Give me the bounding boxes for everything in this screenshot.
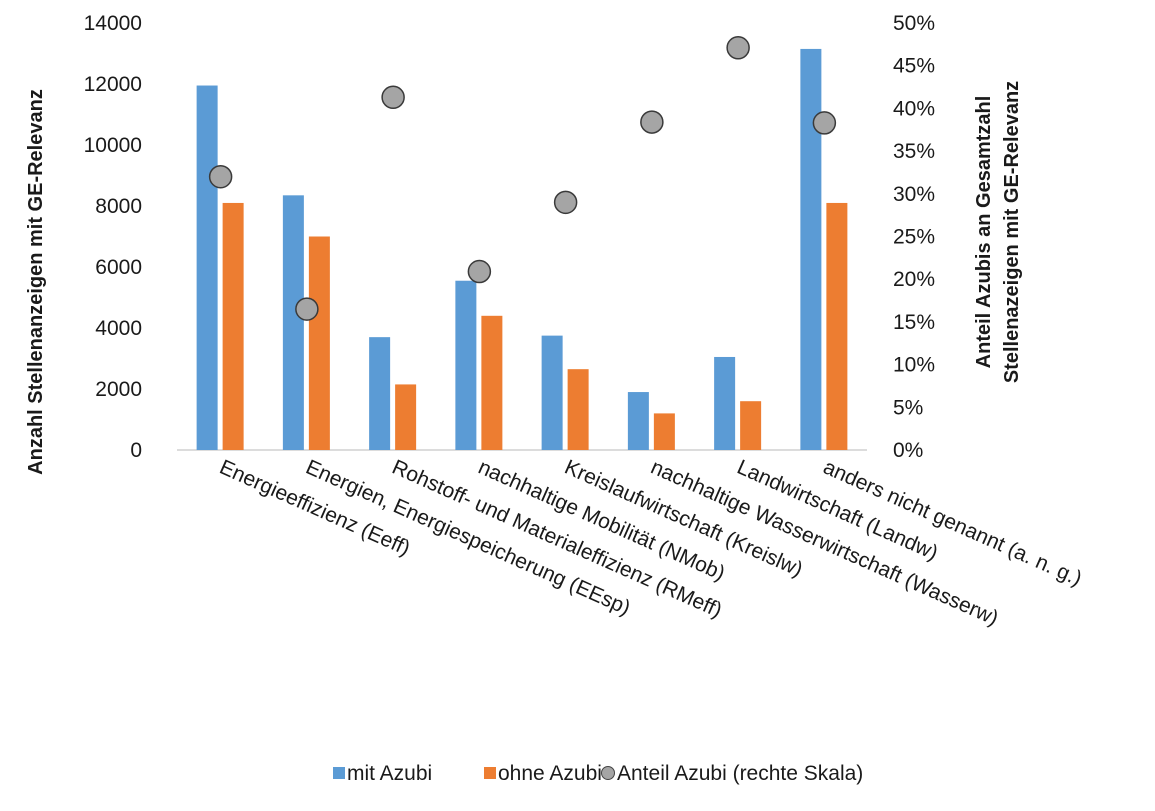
legend-label-mit-azubi: mit Azubi [347,762,432,785]
legend-label-anteil-azubi: Anteil Azubi (rechte Skala) [617,762,863,785]
marker-anteil-azubi [726,36,750,60]
right-axis-title-line-1: Anteil Azubis an Gesamtzahl [973,96,995,369]
left-tick-label: 0 [130,439,142,462]
right-axis-ticks: 0% 5% 10% 15% 20% 25% 30% 35% 40% 45% 50% [893,12,935,462]
left-axis-ticks: 0 2000 4000 6000 8000 10000 12000 14000 [84,12,142,462]
right-tick-label: 35% [893,140,935,163]
bar-ohne-azubi [395,384,417,450]
left-tick-label: 10000 [84,134,142,157]
bar-mit-azubi [800,48,822,451]
right-tick-label: 20% [893,268,935,291]
right-tick-label: 30% [893,183,935,206]
marker-anteil-azubi [295,297,319,321]
bar-mit-azubi [196,85,218,451]
bar-ohne-azubi [826,202,848,450]
share-markers [208,36,837,321]
legend: mit Azubi ohne Azubi Anteil Azubi (recht… [333,762,863,785]
bar-mit-azubi [714,356,736,450]
left-tick-label: 12000 [84,73,142,96]
bar-mit-azubi [282,195,304,450]
right-tick-label: 15% [893,311,935,334]
marker-anteil-azubi [640,110,664,134]
bar-ohne-azubi [308,236,330,450]
left-tick-label: 14000 [84,12,142,35]
left-tick-label: 6000 [95,256,142,279]
bar-mit-azubi [369,337,391,450]
bars [196,48,848,451]
bar-ohne-azubi [740,401,762,450]
marker-anteil-azubi [381,85,405,110]
bar-ohne-azubi [653,413,675,450]
marker-anteil-azubi [208,164,233,189]
bar-mit-azubi [627,392,649,450]
marker-anteil-azubi [467,259,492,284]
bar-ohne-azubi [567,369,589,450]
marker-anteil-azubi [553,190,578,215]
right-tick-label: 5% [893,396,923,419]
marker-anteil-azubi [812,111,837,135]
right-tick-label: 0% [893,439,923,462]
bar-mit-azubi [455,280,477,450]
bar-mit-azubi [541,335,563,450]
right-tick-label: 45% [893,55,935,78]
left-tick-label: 2000 [95,378,142,401]
category-labels: Energieeffizienz (Eeff)Energien, Energie… [216,456,1085,631]
left-tick-label: 4000 [95,317,142,340]
right-tick-label: 25% [893,226,935,249]
right-tick-label: 40% [893,97,935,120]
right-tick-label: 10% [893,354,935,377]
left-tick-label: 8000 [95,195,142,218]
bar-ohne-azubi [481,315,503,450]
right-axis-title-line-2: Stellenazeigen mit GE-Relevanz [1001,81,1023,383]
legend-swatch-ohne-azubi [484,767,496,779]
left-axis-title: Anzahl Stellenanzeigen mit GE-Relevanz [25,89,47,475]
legend-swatch-anteil-azubi [601,766,615,780]
bar-ohne-azubi [222,202,244,450]
legend-swatch-mit-azubi [333,767,345,779]
right-tick-label: 50% [893,12,935,35]
legend-label-ohne-azubi: ohne Azubi [498,762,602,785]
